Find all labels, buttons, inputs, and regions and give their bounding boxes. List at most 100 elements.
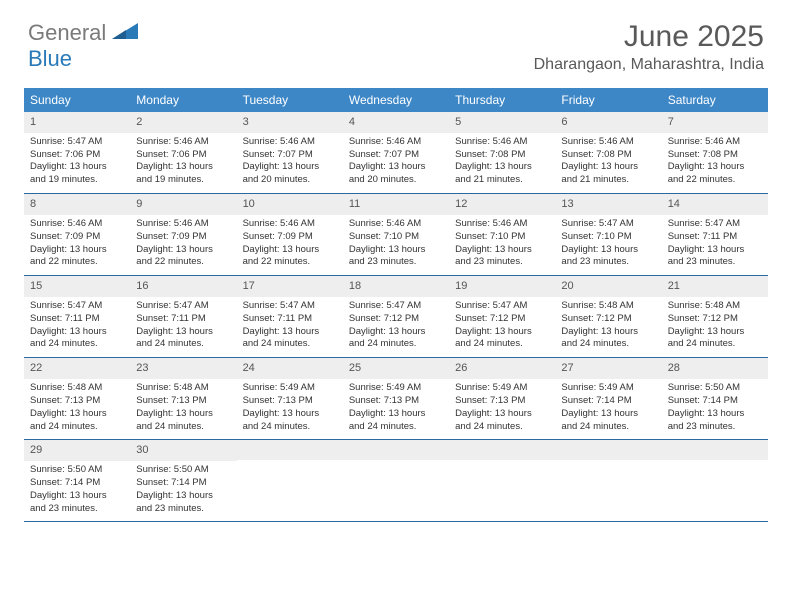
- day-cell: [662, 440, 768, 521]
- sunrise-text: Sunrise: 5:48 AM: [561, 300, 655, 313]
- day-body: Sunrise: 5:46 AMSunset: 7:09 PMDaylight:…: [130, 215, 236, 275]
- month-title: June 2025: [534, 20, 764, 54]
- day-cell: [343, 440, 449, 521]
- weekday-label: Friday: [555, 88, 661, 112]
- day-number: 10: [237, 194, 343, 215]
- sunrise-text: Sunrise: 5:50 AM: [30, 464, 124, 477]
- sunset-text: Sunset: 7:14 PM: [561, 395, 655, 408]
- day-cell: 23Sunrise: 5:48 AMSunset: 7:13 PMDayligh…: [130, 358, 236, 439]
- day-body: Sunrise: 5:49 AMSunset: 7:13 PMDaylight:…: [343, 379, 449, 439]
- day-cell: 20Sunrise: 5:48 AMSunset: 7:12 PMDayligh…: [555, 276, 661, 357]
- sunrise-text: Sunrise: 5:49 AM: [455, 382, 549, 395]
- day-body: [343, 460, 449, 518]
- day-body: Sunrise: 5:47 AMSunset: 7:11 PMDaylight:…: [24, 297, 130, 357]
- day-number: 7: [662, 112, 768, 133]
- daylight-text: Daylight: 13 hours and 23 minutes.: [668, 408, 762, 434]
- daylight-text: Daylight: 13 hours and 23 minutes.: [349, 244, 443, 270]
- day-cell: [237, 440, 343, 521]
- sunrise-text: Sunrise: 5:50 AM: [668, 382, 762, 395]
- day-cell: 2Sunrise: 5:46 AMSunset: 7:06 PMDaylight…: [130, 112, 236, 193]
- day-number: 3: [237, 112, 343, 133]
- day-body: Sunrise: 5:48 AMSunset: 7:12 PMDaylight:…: [662, 297, 768, 357]
- week-row: 15Sunrise: 5:47 AMSunset: 7:11 PMDayligh…: [24, 276, 768, 358]
- sunset-text: Sunset: 7:09 PM: [30, 231, 124, 244]
- day-body: Sunrise: 5:47 AMSunset: 7:11 PMDaylight:…: [237, 297, 343, 357]
- day-number: [449, 440, 555, 460]
- daylight-text: Daylight: 13 hours and 23 minutes.: [668, 244, 762, 270]
- sunset-text: Sunset: 7:08 PM: [668, 149, 762, 162]
- sunset-text: Sunset: 7:09 PM: [136, 231, 230, 244]
- sunset-text: Sunset: 7:14 PM: [668, 395, 762, 408]
- day-number: [237, 440, 343, 460]
- daylight-text: Daylight: 13 hours and 24 minutes.: [455, 408, 549, 434]
- sunrise-text: Sunrise: 5:48 AM: [136, 382, 230, 395]
- daylight-text: Daylight: 13 hours and 24 minutes.: [349, 326, 443, 352]
- sunrise-text: Sunrise: 5:46 AM: [668, 136, 762, 149]
- sunrise-text: Sunrise: 5:49 AM: [561, 382, 655, 395]
- day-body: Sunrise: 5:48 AMSunset: 7:13 PMDaylight:…: [24, 379, 130, 439]
- daylight-text: Daylight: 13 hours and 22 minutes.: [30, 244, 124, 270]
- day-body: Sunrise: 5:46 AMSunset: 7:07 PMDaylight:…: [343, 133, 449, 193]
- day-number: 12: [449, 194, 555, 215]
- sunrise-text: Sunrise: 5:46 AM: [243, 136, 337, 149]
- day-cell: 12Sunrise: 5:46 AMSunset: 7:10 PMDayligh…: [449, 194, 555, 275]
- day-cell: 6Sunrise: 5:46 AMSunset: 7:08 PMDaylight…: [555, 112, 661, 193]
- weekday-label: Monday: [130, 88, 236, 112]
- sunrise-text: Sunrise: 5:46 AM: [561, 136, 655, 149]
- daylight-text: Daylight: 13 hours and 24 minutes.: [30, 408, 124, 434]
- day-number: 6: [555, 112, 661, 133]
- sunset-text: Sunset: 7:09 PM: [243, 231, 337, 244]
- sunrise-text: Sunrise: 5:47 AM: [668, 218, 762, 231]
- daylight-text: Daylight: 13 hours and 24 minutes.: [668, 326, 762, 352]
- sunrise-text: Sunrise: 5:46 AM: [30, 218, 124, 231]
- daylight-text: Daylight: 13 hours and 22 minutes.: [136, 244, 230, 270]
- day-cell: 24Sunrise: 5:49 AMSunset: 7:13 PMDayligh…: [237, 358, 343, 439]
- location-label: Dharangaon, Maharashtra, India: [534, 56, 764, 74]
- day-body: Sunrise: 5:47 AMSunset: 7:10 PMDaylight:…: [555, 215, 661, 275]
- sunset-text: Sunset: 7:14 PM: [136, 477, 230, 490]
- daylight-text: Daylight: 13 hours and 21 minutes.: [561, 161, 655, 187]
- day-body: [237, 460, 343, 518]
- sunrise-text: Sunrise: 5:47 AM: [136, 300, 230, 313]
- daylight-text: Daylight: 13 hours and 19 minutes.: [30, 161, 124, 187]
- weekday-label: Thursday: [449, 88, 555, 112]
- day-number: 23: [130, 358, 236, 379]
- day-cell: 7 Sunrise: 5:46 AMSunset: 7:08 PMDaylight…: [662, 112, 768, 193]
- day-body: Sunrise: 5:46 AMSunset: 7:10 PMDaylight:…: [449, 215, 555, 275]
- sunrise-text: Sunrise: 5:48 AM: [30, 382, 124, 395]
- daylight-text: Daylight: 13 hours and 21 minutes.: [455, 161, 549, 187]
- week-row: 1Sunrise: 5:47 AMSunset: 7:06 PMDaylight…: [24, 112, 768, 194]
- sunrise-text: Sunrise: 5:46 AM: [455, 136, 549, 149]
- day-number: 20: [555, 276, 661, 297]
- sunrise-text: Sunrise: 5:46 AM: [349, 218, 443, 231]
- calendar: Sunday Monday Tuesday Wednesday Thursday…: [24, 88, 768, 522]
- day-body: Sunrise: 5:46 AMSunset: 7:07 PMDaylight:…: [237, 133, 343, 193]
- logo: General: [28, 20, 140, 46]
- daylight-text: Daylight: 13 hours and 20 minutes.: [243, 161, 337, 187]
- sunset-text: Sunset: 7:13 PM: [243, 395, 337, 408]
- sunset-text: Sunset: 7:06 PM: [136, 149, 230, 162]
- sunrise-text: Sunrise: 5:46 AM: [349, 136, 443, 149]
- sunset-text: Sunset: 7:10 PM: [561, 231, 655, 244]
- sunset-text: Sunset: 7:07 PM: [349, 149, 443, 162]
- sunset-text: Sunset: 7:12 PM: [668, 313, 762, 326]
- day-number: 16: [130, 276, 236, 297]
- day-number: 1: [24, 112, 130, 133]
- day-number: [662, 440, 768, 460]
- day-body: Sunrise: 5:46 AMSunset: 7:09 PMDaylight:…: [237, 215, 343, 275]
- day-number: 26: [449, 358, 555, 379]
- daylight-text: Daylight: 13 hours and 22 minutes.: [668, 161, 762, 187]
- day-number: 25: [343, 358, 449, 379]
- day-body: Sunrise: 5:48 AMSunset: 7:13 PMDaylight:…: [130, 379, 236, 439]
- day-body: Sunrise: 5:48 AMSunset: 7:12 PMDaylight:…: [555, 297, 661, 357]
- day-number: 15: [24, 276, 130, 297]
- daylight-text: Daylight: 13 hours and 22 minutes.: [243, 244, 337, 270]
- day-number: 18: [343, 276, 449, 297]
- sunset-text: Sunset: 7:08 PM: [455, 149, 549, 162]
- day-cell: 1Sunrise: 5:47 AMSunset: 7:06 PMDaylight…: [24, 112, 130, 193]
- daylight-text: Daylight: 13 hours and 24 minutes.: [136, 408, 230, 434]
- sunrise-text: Sunrise: 5:47 AM: [30, 300, 124, 313]
- day-number: 21: [662, 276, 768, 297]
- daylight-text: Daylight: 13 hours and 24 minutes.: [561, 408, 655, 434]
- day-cell: 29Sunrise: 5:50 AMSunset: 7:14 PMDayligh…: [24, 440, 130, 521]
